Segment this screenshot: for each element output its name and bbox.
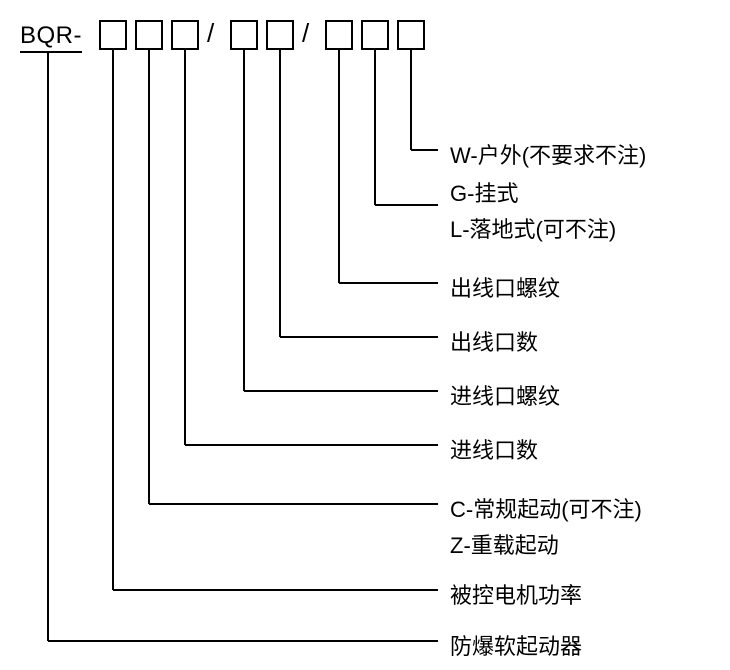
- callout-label: 被控电机功率: [450, 578, 582, 610]
- callout-label: 防爆软起动器: [450, 629, 582, 661]
- field-box: [99, 20, 127, 50]
- callout-label: 出线口螺纹: [450, 271, 560, 303]
- callout-label: G-挂式: [450, 176, 518, 208]
- diagram-stage: BQR- // W-户外(不要求不注)G-挂式L-落地式(可不注)出线口螺纹出线…: [0, 0, 730, 670]
- field-box: [397, 20, 425, 50]
- callout-label: L-落地式(可不注): [450, 212, 616, 244]
- separator-slash: /: [207, 18, 214, 49]
- callout-label: Z-重载起动: [450, 528, 559, 560]
- field-box: [266, 20, 294, 50]
- callout-label: C-常规起动(可不注): [450, 492, 642, 524]
- connector-lines: [0, 0, 730, 670]
- callout-label: 进线口螺纹: [450, 379, 560, 411]
- field-box: [135, 20, 163, 50]
- callout-label: 出线口数: [450, 325, 538, 357]
- separator-slash: /: [302, 18, 309, 49]
- callout-label: W-户外(不要求不注): [450, 138, 646, 170]
- callout-label: 进线口数: [450, 433, 538, 465]
- field-box: [361, 20, 389, 50]
- field-box: [230, 20, 258, 50]
- field-box: [325, 20, 353, 50]
- field-box: [171, 20, 199, 50]
